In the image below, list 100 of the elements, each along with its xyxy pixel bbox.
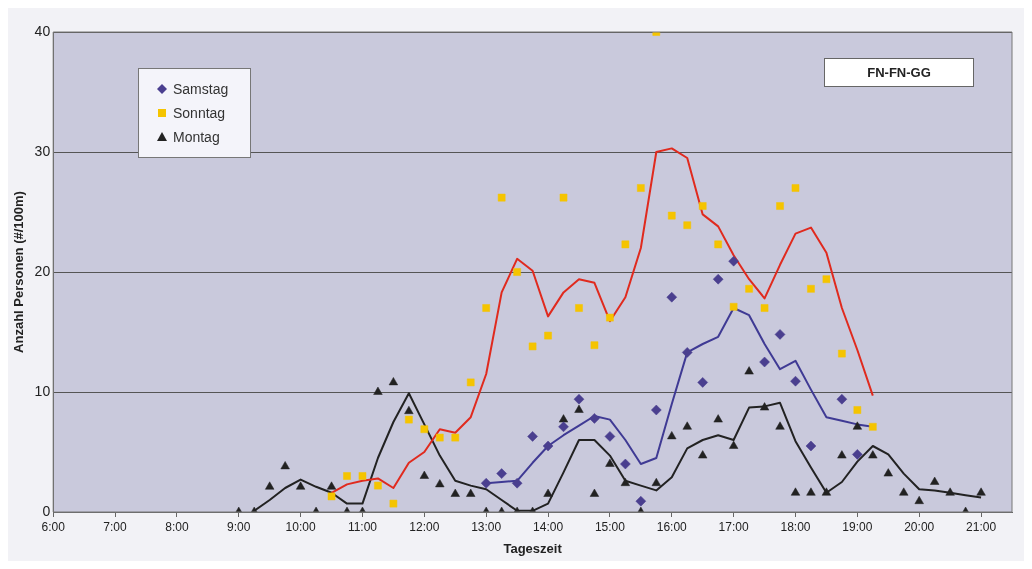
point [790,487,801,496]
point [388,377,398,386]
point [853,406,862,414]
point [605,458,615,467]
point [497,193,506,202]
point [790,375,801,387]
point [791,184,800,192]
point [760,304,769,312]
x-tick-label: 17:00 [718,519,749,534]
y-tick-label: 20 [34,262,51,279]
point [712,273,724,285]
x-tick-label: 16:00 [656,519,688,534]
point [374,481,382,490]
point [744,366,754,375]
point [836,393,848,405]
point [775,421,785,430]
x-tick-label: 6:00 [41,519,66,534]
point [450,488,460,497]
point [930,476,940,485]
point [573,393,585,405]
point [852,449,863,460]
point [745,285,753,293]
point [667,431,677,440]
point [589,413,600,424]
point [420,425,429,433]
point [527,431,538,442]
point [265,481,275,490]
point [776,202,784,210]
point [480,477,492,489]
point [869,423,877,431]
point [558,414,569,423]
point [327,492,336,501]
x-tick-label: 20:00 [904,519,935,534]
point [713,414,723,423]
point [729,303,738,311]
x-tick-label: 7:00 [103,519,128,534]
x-tick-label: 19:00 [842,519,873,534]
point [667,211,676,220]
point [852,421,862,430]
point [466,488,476,497]
y-tick-label: 10 [34,382,51,399]
point [343,472,351,480]
point [543,488,553,497]
point [542,440,554,452]
point [435,479,445,488]
point [698,202,707,210]
point [590,341,599,349]
x-tick-label: 14:00 [533,519,564,534]
point [620,477,630,486]
point [681,347,693,358]
point [729,440,739,449]
point [436,433,444,442]
point [899,487,909,496]
point [404,405,414,414]
point [837,450,847,459]
point [280,461,290,470]
point [914,495,924,504]
point [805,440,817,452]
point [774,329,786,340]
point [637,184,645,192]
point [697,377,708,388]
point [296,481,306,490]
point [976,487,986,496]
point [482,304,490,312]
x-tick-label: 10:00 [285,519,316,534]
point [822,275,831,283]
point [621,240,630,249]
point [635,495,647,507]
point [651,404,662,416]
point [589,488,600,497]
point [868,450,878,459]
x-tick-label: 21:00 [966,519,997,534]
x-tick-label: 9:00 [227,519,251,534]
point [574,404,584,413]
point [451,433,460,442]
point [714,240,722,249]
point [728,255,739,267]
point [326,481,337,490]
point [544,331,552,340]
point [558,421,569,433]
x-tick-label: 18:00 [780,519,811,534]
point [807,285,815,293]
point [683,221,692,229]
point [606,313,614,322]
label-box: FN-FN-GG [824,58,974,87]
point [883,468,893,477]
point [373,386,383,395]
point [651,477,661,486]
point [528,342,537,351]
x-axis-title: Tageszeit [503,540,563,556]
point [513,268,521,276]
x-tick-label: 12:00 [409,519,440,534]
y-tick-label: 40 [34,22,51,39]
point [620,458,631,470]
point [496,468,507,479]
point [405,415,413,424]
point [821,487,831,496]
point [759,356,770,368]
point [466,378,475,387]
point [666,291,678,303]
